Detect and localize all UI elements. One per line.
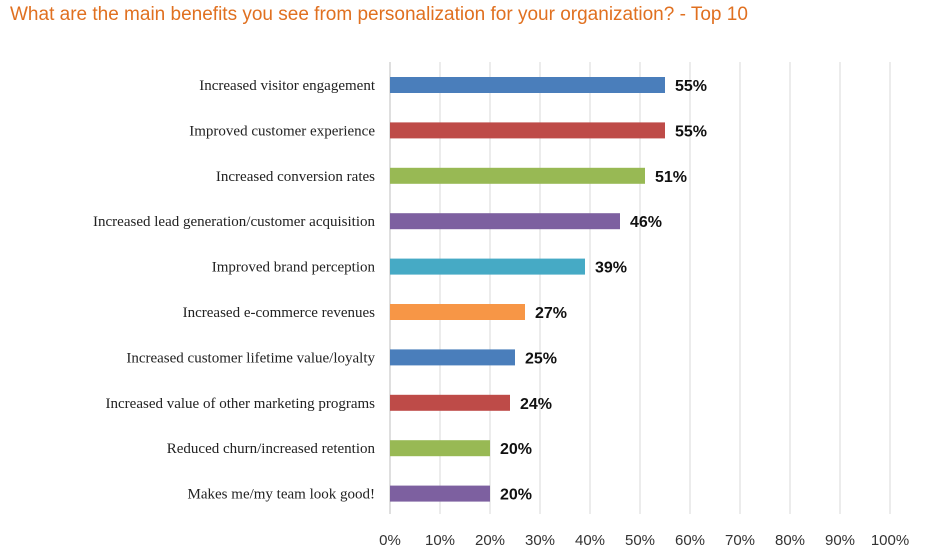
x-tick-label: 40% xyxy=(575,532,605,549)
data-label: 24% xyxy=(520,396,552,413)
bar xyxy=(390,122,665,139)
category-label: Reduced churn/increased retention xyxy=(167,441,376,457)
bar xyxy=(390,258,585,275)
bar xyxy=(390,77,665,93)
x-tick-label: 60% xyxy=(675,532,705,549)
category-label: Increased visitor engagement xyxy=(199,78,376,94)
x-tick-label: 90% xyxy=(825,532,855,549)
category-label: Increased value of other marketing progr… xyxy=(106,396,376,412)
x-tick-label: 0% xyxy=(379,532,401,549)
x-tick-label: 70% xyxy=(725,532,755,549)
data-label: 27% xyxy=(535,305,567,322)
bar xyxy=(390,394,510,411)
data-label: 20% xyxy=(500,441,532,458)
category-label: Increased e-commerce revenues xyxy=(183,305,376,321)
category-label: Improved brand perception xyxy=(212,260,376,276)
chart-title: What are the main benefits you see from … xyxy=(10,4,748,25)
category-label: Improved customer experience xyxy=(189,123,375,139)
x-tick-label: 50% xyxy=(625,532,655,549)
x-tick-label: 80% xyxy=(775,532,805,549)
bar xyxy=(390,304,525,320)
category-label: Increased customer lifetime value/loyalt… xyxy=(126,350,375,366)
data-label: 39% xyxy=(595,260,627,277)
bar xyxy=(390,440,490,457)
data-label: 20% xyxy=(500,487,532,504)
bar xyxy=(390,213,620,230)
x-tick-label: 10% xyxy=(425,532,455,549)
bar xyxy=(390,349,515,366)
data-label: 25% xyxy=(525,350,557,367)
data-label: 51% xyxy=(655,169,687,186)
category-label: Increased conversion rates xyxy=(216,169,375,185)
bar xyxy=(390,167,645,184)
data-label: 55% xyxy=(675,123,707,140)
x-tick-label: 100% xyxy=(871,532,909,549)
data-label: 55% xyxy=(675,78,707,95)
x-tick-label: 30% xyxy=(525,532,555,549)
x-tick-label: 20% xyxy=(475,532,505,549)
data-label: 46% xyxy=(630,214,662,231)
bar xyxy=(390,485,490,502)
category-label: Makes me/my team look good! xyxy=(188,487,375,503)
category-label: Increased lead generation/customer acqui… xyxy=(93,214,375,230)
